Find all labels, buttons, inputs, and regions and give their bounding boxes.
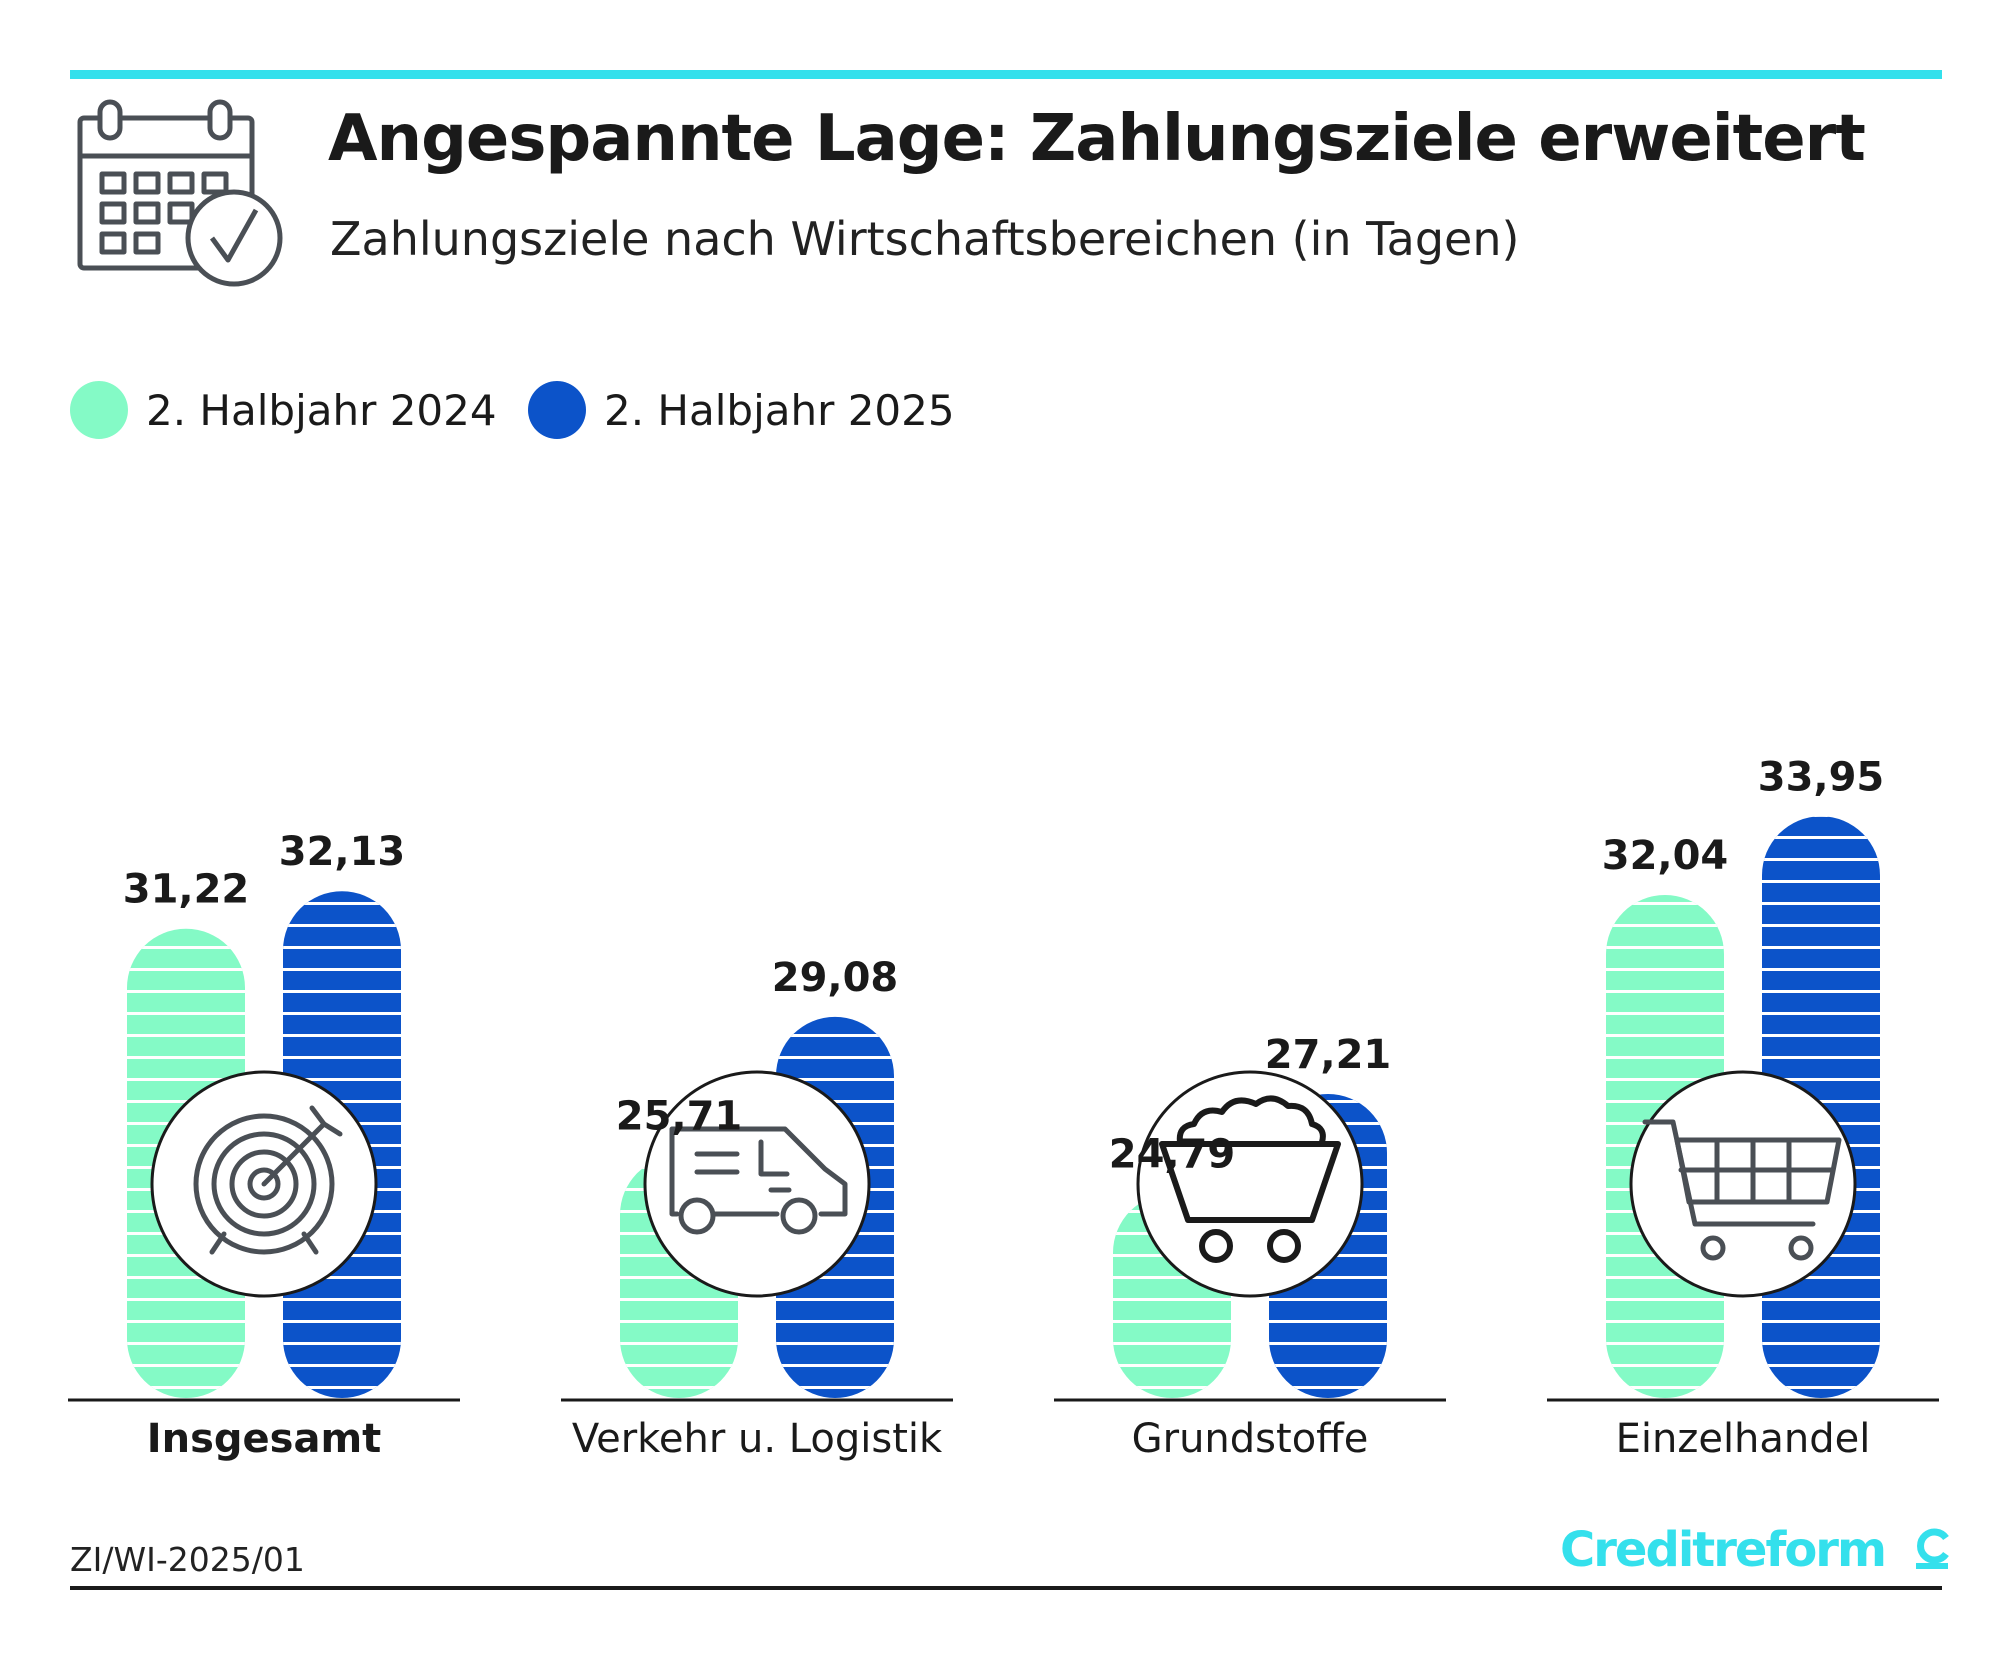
value-label-1-0: 32,13 bbox=[279, 829, 406, 875]
category-label-1: Verkehr u. Logistik bbox=[572, 1416, 943, 1462]
legend-item-2024: 2. Halbjahr 2024 bbox=[70, 380, 497, 440]
category-label-2: Grundstoffe bbox=[1132, 1416, 1369, 1462]
value-label-1-3: 33,95 bbox=[1758, 754, 1885, 800]
target-icon bbox=[150, 1070, 378, 1298]
legend-label-2024: 2. Halbjahr 2024 bbox=[146, 385, 497, 435]
category-label-0: Insgesamt bbox=[147, 1416, 382, 1462]
legend-label-2025: 2. Halbjahr 2025 bbox=[604, 385, 955, 435]
category-label-3: Einzelhandel bbox=[1616, 1416, 1871, 1462]
creditreform-logo: Creditreform bbox=[1560, 1522, 1949, 1578]
value-label-0-1: 25,71 bbox=[616, 1094, 743, 1140]
calendar-check-icon bbox=[77, 99, 283, 287]
legend-item-2025: 2. Halbjahr 2025 bbox=[528, 380, 955, 440]
van-icon bbox=[643, 1070, 871, 1298]
value-label-1-2: 27,21 bbox=[1265, 1032, 1392, 1078]
value-label-1-1: 29,08 bbox=[772, 955, 899, 1001]
legend-swatch-2025 bbox=[528, 381, 586, 439]
shopping-cart-icon bbox=[1629, 1070, 1857, 1298]
value-label-0-2: 24,79 bbox=[1109, 1132, 1236, 1178]
page-subtitle: Zahlungsziele nach Wirtschaftsbereichen … bbox=[330, 212, 1520, 266]
value-label-0-3: 32,04 bbox=[1602, 833, 1729, 879]
footer-code: ZI/WI-2025/01 bbox=[70, 1540, 305, 1579]
mine-cart-icon bbox=[1136, 1070, 1364, 1298]
top-accent-bar bbox=[70, 70, 1942, 79]
bottom-rule bbox=[70, 1586, 1942, 1590]
value-label-0-0: 31,22 bbox=[123, 867, 250, 913]
page-title: Angespannte Lage: Zahlungsziele erweiter… bbox=[328, 102, 1866, 176]
logo-text: Creditreform bbox=[1560, 1522, 1885, 1578]
legend-swatch-2024 bbox=[70, 381, 128, 439]
